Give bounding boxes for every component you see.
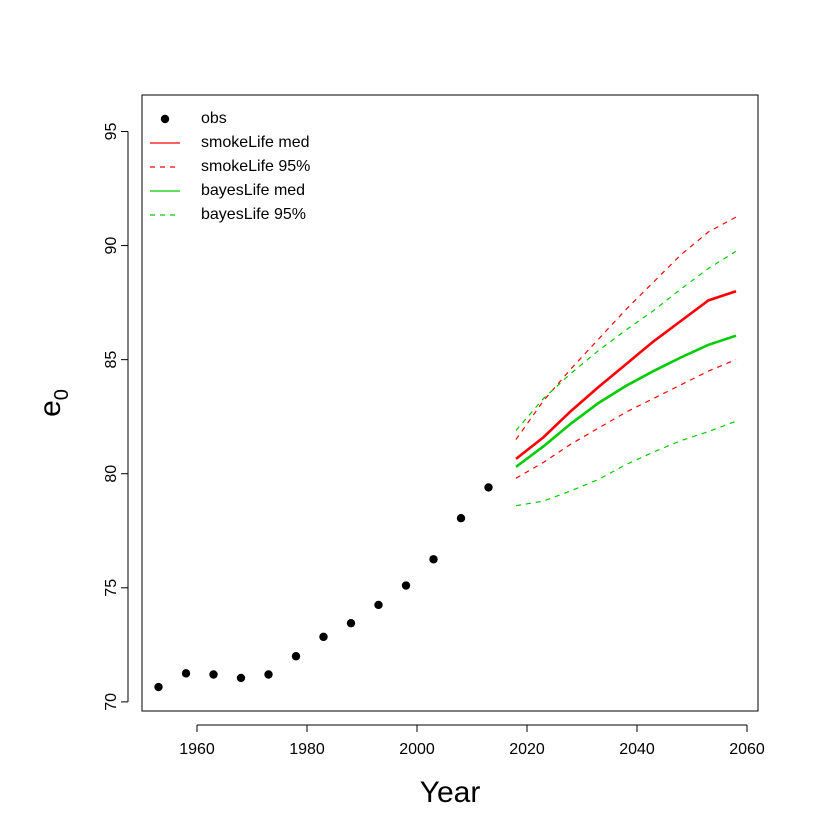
x-tick-label: 2060 — [729, 741, 765, 758]
smokelife-med-line — [515, 289, 737, 460]
y-tick-label: 85 — [103, 351, 120, 369]
obs-point — [319, 632, 328, 642]
legend-label-bayeslife-95: bayesLife 95% — [201, 206, 306, 223]
x-tick-label: 2000 — [399, 741, 435, 758]
x-tick-label: 1960 — [179, 741, 215, 758]
y-axis-title-base: e — [34, 400, 67, 417]
obs-point — [291, 652, 301, 661]
obs-point — [181, 669, 191, 678]
x-tick-label: 2020 — [509, 741, 545, 758]
y-axis-title: e0 — [34, 389, 73, 417]
legend: obs smokeLife med smokeLife 95% bayesLife m… — [150, 110, 310, 223]
legend-label-smokelife-95: smokeLife 95% — [201, 158, 310, 175]
obs-point — [236, 673, 246, 683]
legend-key-obs — [160, 114, 170, 124]
y-tick-label: 95 — [103, 123, 120, 141]
x-tick-label: 2040 — [619, 741, 655, 758]
obs-point — [456, 514, 466, 523]
y-tick-label: 80 — [103, 465, 120, 483]
obs-point — [154, 682, 163, 692]
y-tick-label: 75 — [103, 579, 120, 597]
x-axis-title: Year — [420, 776, 481, 809]
y-tick-label: 90 — [103, 237, 120, 255]
y-axis-title-subscript: 0 — [51, 389, 73, 400]
legend-label-bayeslife-med: bayesLife med — [201, 182, 305, 199]
smokelife-95-lower-line — [515, 359, 737, 479]
obs-point — [401, 581, 411, 590]
obs-point — [209, 670, 218, 679]
bayeslife-95-upper-line — [515, 250, 737, 431]
obs-point — [484, 483, 493, 492]
plot-series — [154, 216, 737, 692]
y-tick-label: 70 — [103, 693, 120, 711]
legend-label-smokelife-med: smokeLife med — [201, 134, 310, 151]
x-tick-label: 1980 — [289, 741, 325, 758]
obs-point — [429, 555, 438, 564]
obs-point — [264, 670, 273, 679]
axes: 1960 1980 2000 2020 2040 2060 70 75 80 85 90 95 — [103, 123, 765, 758]
obs-point — [374, 600, 383, 610]
plot-frame — [141, 94, 759, 712]
legend-label-obs: obs — [201, 110, 227, 127]
svg-text:e0: e0 — [34, 389, 73, 417]
bayeslife-med-line — [515, 334, 737, 468]
obs-point — [346, 618, 356, 628]
